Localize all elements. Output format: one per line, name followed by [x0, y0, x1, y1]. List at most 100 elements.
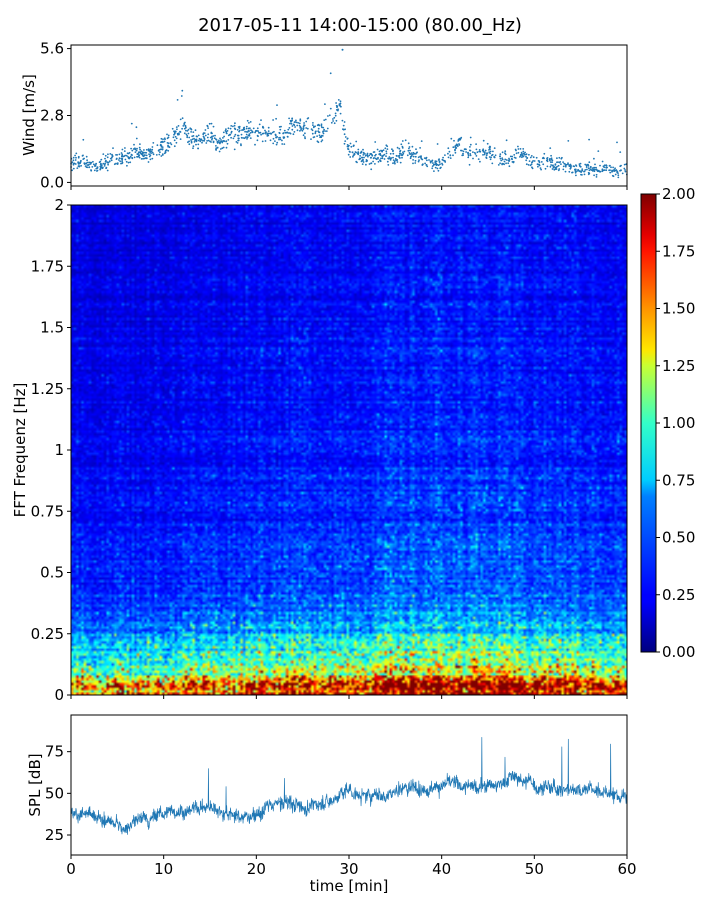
wind-point — [143, 154, 146, 157]
wind-point — [121, 162, 123, 165]
wind-point — [558, 156, 561, 159]
wind-point — [334, 112, 337, 115]
wind-point — [215, 145, 217, 147]
wind-point — [347, 148, 350, 151]
wind-point — [406, 154, 409, 157]
spl-xtick-label: 30 — [339, 860, 358, 878]
wind-point — [508, 159, 511, 161]
wind-point — [89, 161, 91, 164]
wind-point — [160, 140, 163, 143]
wind-point — [369, 156, 372, 159]
wind-point — [340, 105, 342, 108]
wind-point — [370, 153, 373, 155]
wind-point — [145, 148, 148, 151]
wind-point — [275, 143, 278, 146]
wind-point — [617, 174, 620, 177]
wind-point — [120, 157, 123, 160]
wind-point — [82, 138, 85, 141]
wind-point — [341, 48, 344, 51]
wind-point — [143, 149, 145, 151]
wind-point — [256, 134, 259, 137]
wind-point — [569, 164, 571, 167]
wind-point — [384, 147, 387, 150]
wind-point — [179, 130, 181, 133]
wind-point — [614, 167, 616, 170]
wind-point — [185, 129, 187, 132]
wind-point — [138, 151, 141, 154]
wind-point — [321, 135, 324, 137]
wind-point — [568, 170, 571, 173]
wind-point — [467, 156, 470, 159]
wind-point — [589, 168, 592, 171]
wind-point — [335, 102, 337, 104]
wind-point — [230, 136, 233, 139]
wind-point — [260, 133, 262, 136]
wind-point — [163, 140, 166, 143]
wind-point — [215, 138, 217, 141]
wind-point — [330, 121, 333, 124]
wind-point — [254, 143, 256, 146]
wind-point — [212, 125, 215, 128]
spectrogram-xticks — [70, 695, 628, 699]
wind-point — [410, 152, 413, 155]
wind-point — [112, 147, 114, 150]
wind-point — [126, 152, 129, 155]
wind-point — [517, 145, 519, 148]
wind-point — [546, 165, 549, 168]
wind-point — [414, 162, 417, 164]
wind-point — [299, 118, 302, 121]
wind-point — [148, 149, 151, 152]
wind-point — [437, 159, 440, 161]
wind-point — [538, 161, 541, 164]
wind-point — [475, 148, 478, 151]
wind-point — [327, 115, 329, 117]
wind-point — [620, 169, 622, 172]
wind-point — [246, 136, 249, 139]
wind-point — [240, 144, 242, 147]
wind-point — [211, 138, 213, 141]
wind-point — [609, 164, 611, 167]
wind-point — [187, 132, 190, 135]
wind-point — [613, 168, 615, 171]
wind-point — [593, 170, 596, 173]
wind-point — [488, 147, 491, 149]
wind-point — [503, 160, 506, 163]
wind-point — [175, 141, 178, 144]
wind-point — [423, 157, 426, 160]
wind-point — [335, 109, 338, 111]
wind-point — [291, 117, 294, 120]
wind-point — [348, 150, 351, 153]
wind-point — [530, 155, 533, 157]
wind-point — [197, 143, 200, 146]
wind-point — [370, 168, 373, 171]
wind-point — [462, 150, 465, 153]
wind-point — [191, 138, 194, 141]
wind-point — [522, 150, 525, 153]
wind-point — [401, 140, 404, 142]
wind-point — [186, 136, 189, 139]
wind-point — [173, 145, 176, 148]
wind-point — [283, 129, 286, 132]
wind-point — [448, 150, 451, 153]
wind-point — [540, 168, 542, 171]
wind-point — [410, 155, 413, 158]
wind-point — [429, 160, 432, 163]
wind-point — [447, 156, 450, 159]
colorbar-tick-label: 1.75 — [662, 242, 695, 260]
wind-point — [593, 157, 595, 160]
wind-point — [104, 162, 106, 165]
wind-point — [167, 144, 169, 147]
wind-point — [565, 163, 568, 166]
wind-point — [605, 166, 607, 169]
wind-point — [454, 146, 456, 148]
wind-point — [614, 173, 617, 176]
wind-point — [587, 173, 590, 176]
wind-point — [508, 157, 510, 160]
wind-point — [517, 151, 520, 154]
wind-point — [244, 136, 247, 139]
wind-point — [187, 141, 189, 144]
wind-point — [476, 151, 479, 154]
spl-ytick-label: 50 — [45, 784, 64, 802]
wind-point — [334, 114, 337, 117]
wind-point — [201, 141, 203, 144]
